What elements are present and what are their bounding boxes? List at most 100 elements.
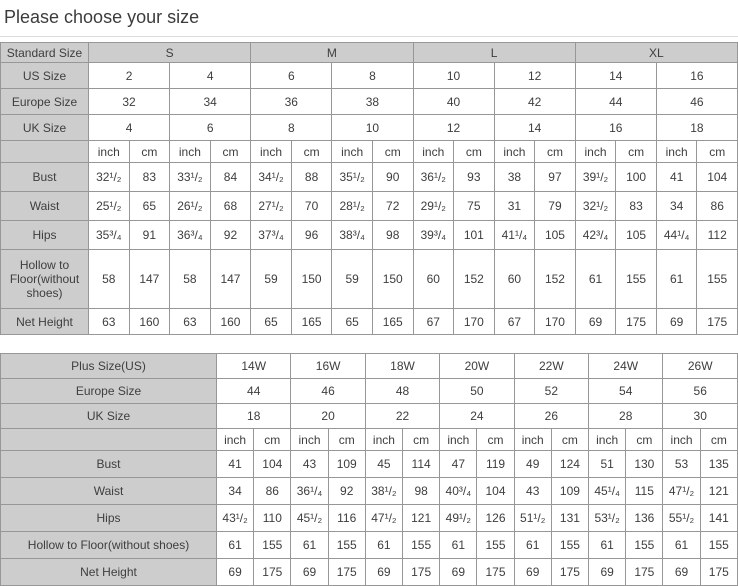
cell: inch: [662, 428, 701, 451]
cell: L: [412, 42, 576, 63]
cell: 18: [215, 403, 292, 429]
units-row: inch cm inch cm inch cm inch cm inch cm inch cm inch…: [0, 140, 738, 163]
cell: 34¹/₂: [250, 162, 292, 192]
cell: inch: [412, 140, 455, 163]
cell: 61: [513, 531, 552, 559]
cell: inch: [574, 140, 617, 163]
cell: 115: [625, 477, 664, 505]
row-label-waist: Waist: [0, 191, 89, 221]
cell: 72: [371, 191, 414, 221]
cell: 56: [662, 378, 738, 404]
row-label-empty: [0, 428, 217, 451]
cell: XL: [574, 42, 738, 63]
cell: 155: [327, 531, 366, 559]
cell: 58: [169, 249, 211, 309]
cell: 42³/₄: [574, 220, 617, 250]
cell: 41: [215, 450, 255, 478]
cell: 36¹/₄: [290, 477, 329, 505]
cell: 6: [169, 114, 252, 141]
cell: 98: [402, 477, 441, 505]
row-label-uk-size: UK Size: [0, 114, 89, 141]
row-label-bust: Bust: [0, 450, 217, 478]
cell: 98: [371, 220, 414, 250]
cell: 34: [215, 477, 255, 505]
us-size-row: US Size 2 4 6 8 10 12 14 16: [0, 62, 738, 89]
cell: cm: [402, 428, 441, 451]
cell: 131: [550, 504, 590, 532]
page-title: Please choose your size: [4, 7, 200, 27]
cell: 47¹/₂: [662, 477, 701, 505]
cell: 109: [327, 450, 366, 478]
cell: 18: [655, 114, 738, 141]
cell: 61: [290, 531, 329, 559]
cell: 38: [331, 88, 414, 115]
row-label-europe-size: Europe Size: [0, 88, 89, 115]
cell: 160: [209, 308, 252, 335]
hips-row: Hips 43¹/₂ 110 45¹/₂ 116 47¹/₂ 121 49¹/₂ 126 51¹…: [0, 504, 738, 532]
cell: 32: [87, 88, 171, 115]
cell: 61: [439, 531, 478, 559]
cell: 36³/₄: [169, 220, 211, 250]
cell: 43¹/₂: [215, 504, 255, 532]
cell: 155: [615, 249, 657, 309]
cell: 16W: [290, 353, 366, 379]
cell: 60: [412, 249, 455, 309]
title-divider: [0, 36, 738, 37]
cell: 59: [331, 249, 373, 309]
cell: 27¹/₂: [250, 191, 292, 221]
cell: 24: [439, 403, 515, 429]
cell: cm: [615, 140, 657, 163]
cell: 155: [402, 531, 441, 559]
cell: 69: [655, 308, 698, 335]
cell: inch: [493, 140, 536, 163]
cell: 63: [88, 308, 130, 335]
cell: 165: [290, 308, 333, 335]
cell: 124: [550, 450, 590, 478]
cell: 47¹/₂: [364, 504, 404, 532]
cell: cm: [550, 428, 590, 451]
cell: 60: [493, 249, 536, 309]
cell: 24W: [588, 353, 664, 379]
row-label-empty: [0, 140, 89, 163]
cell: cm: [290, 140, 333, 163]
cell: 83: [128, 162, 171, 192]
cell: 35¹/₂: [331, 162, 373, 192]
cell: 28: [588, 403, 664, 429]
cell: 32¹/₂: [88, 162, 130, 192]
cell: 28¹/₂: [331, 191, 373, 221]
cell: 93: [453, 162, 495, 192]
cell: 37³/₄: [250, 220, 292, 250]
cell: inch: [88, 140, 130, 163]
cell: 14: [574, 62, 657, 89]
cell: 61: [364, 531, 404, 559]
cell: 38: [493, 162, 536, 192]
bust-row: Bust 32¹/₂ 83 33¹/₂ 84 34¹/₂ 88 35¹/₂ 90 36¹/₂ 93…: [0, 162, 738, 192]
cell: 65: [331, 308, 373, 335]
cell: 41: [655, 162, 698, 192]
cell: 47: [439, 450, 478, 478]
cell: 63: [169, 308, 211, 335]
cell: 68: [209, 191, 252, 221]
hips-row: Hips 35³/₄ 91 36³/₄ 92 37³/₄ 96 38³/₄ 98 39³/₄ 10…: [0, 220, 738, 250]
cell: 141: [699, 504, 738, 532]
cell: 61: [215, 531, 255, 559]
cell: 136: [625, 504, 664, 532]
row-label-hollow-to-floor: Hollow to Floor(without shoes): [0, 249, 89, 309]
cell: inch: [169, 140, 211, 163]
cell: 155: [476, 531, 515, 559]
cell: 6: [250, 62, 333, 89]
cell: 101: [453, 220, 495, 250]
cell: 97: [534, 162, 576, 192]
cell: 165: [371, 308, 414, 335]
cell: 43: [290, 450, 329, 478]
cell: 32¹/₂: [574, 191, 617, 221]
cell: M: [250, 42, 414, 63]
cell: 121: [402, 504, 441, 532]
cell: 65: [128, 191, 171, 221]
cell: 20W: [439, 353, 515, 379]
cell: inch: [655, 140, 698, 163]
cell: 38³/₄: [331, 220, 373, 250]
cell: 45¹/₂: [290, 504, 329, 532]
cell: 14: [493, 114, 576, 141]
row-label-us-size: US Size: [0, 62, 89, 89]
